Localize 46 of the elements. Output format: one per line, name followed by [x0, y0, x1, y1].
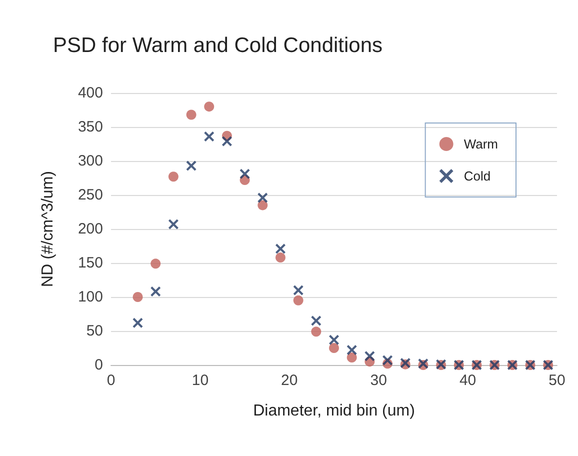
point	[150, 286, 161, 297]
point	[240, 168, 250, 179]
point	[258, 200, 268, 210]
point	[329, 334, 339, 345]
point	[364, 351, 375, 362]
y-tick-label: 150	[78, 254, 103, 272]
point	[258, 192, 268, 203]
point	[132, 318, 143, 328]
y-tick-label: 200	[78, 220, 103, 238]
point	[311, 316, 322, 326]
point	[382, 355, 393, 366]
point	[293, 295, 304, 306]
y-tick-label: 100	[78, 288, 103, 306]
y-tick-label: 0	[94, 356, 103, 374]
point	[168, 172, 178, 182]
point	[186, 110, 196, 120]
point	[222, 136, 232, 146]
point	[150, 258, 161, 269]
point	[275, 244, 286, 254]
point	[329, 343, 339, 353]
legend-label: Warm	[464, 136, 498, 152]
x-tick-label: 20	[281, 372, 298, 389]
point	[346, 352, 357, 363]
x-tick-label: 0	[106, 372, 116, 389]
point	[275, 252, 286, 263]
x-axis-title: Diameter, mid bin (um)	[253, 402, 415, 420]
point	[293, 285, 304, 296]
x-tick-label: 40	[459, 372, 476, 389]
point	[204, 102, 214, 112]
x-tick-label: 10	[192, 372, 209, 389]
point	[204, 132, 214, 142]
x-tick-label: 30	[370, 372, 387, 389]
y-tick-label: 350	[78, 118, 103, 136]
legend-label: Cold	[464, 168, 491, 184]
point	[132, 292, 143, 302]
y-tick-label: 300	[78, 152, 103, 170]
point	[186, 160, 196, 171]
y-tick-label: 400	[78, 84, 103, 102]
point	[346, 345, 357, 356]
y-tick-label: 250	[78, 186, 103, 204]
y-axis-title: ND (#/cm^3/um)	[40, 171, 56, 287]
y-tick-label: 50	[86, 322, 103, 340]
point	[168, 219, 178, 230]
point	[311, 326, 322, 337]
x-tick-label: 50	[548, 372, 566, 389]
chart-title: PSD for Warm and Cold Conditions	[53, 34, 383, 57]
